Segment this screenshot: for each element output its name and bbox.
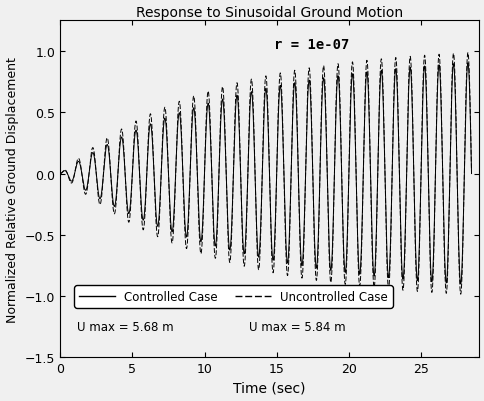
X-axis label: Time (sec): Time (sec) — [233, 381, 305, 395]
Title: Response to Sinusoidal Ground Motion: Response to Sinusoidal Ground Motion — [136, 6, 402, 20]
Text: U max = 5.84 m: U max = 5.84 m — [248, 320, 345, 334]
Text: r = 1e-07: r = 1e-07 — [273, 38, 348, 52]
Y-axis label: Normalized Relative Ground Displacement: Normalized Relative Ground Displacement — [6, 57, 19, 322]
Text: U max = 5.68 m: U max = 5.68 m — [77, 320, 173, 334]
Legend: Controlled Case, Uncontrolled Case: Controlled Case, Uncontrolled Case — [74, 286, 392, 308]
